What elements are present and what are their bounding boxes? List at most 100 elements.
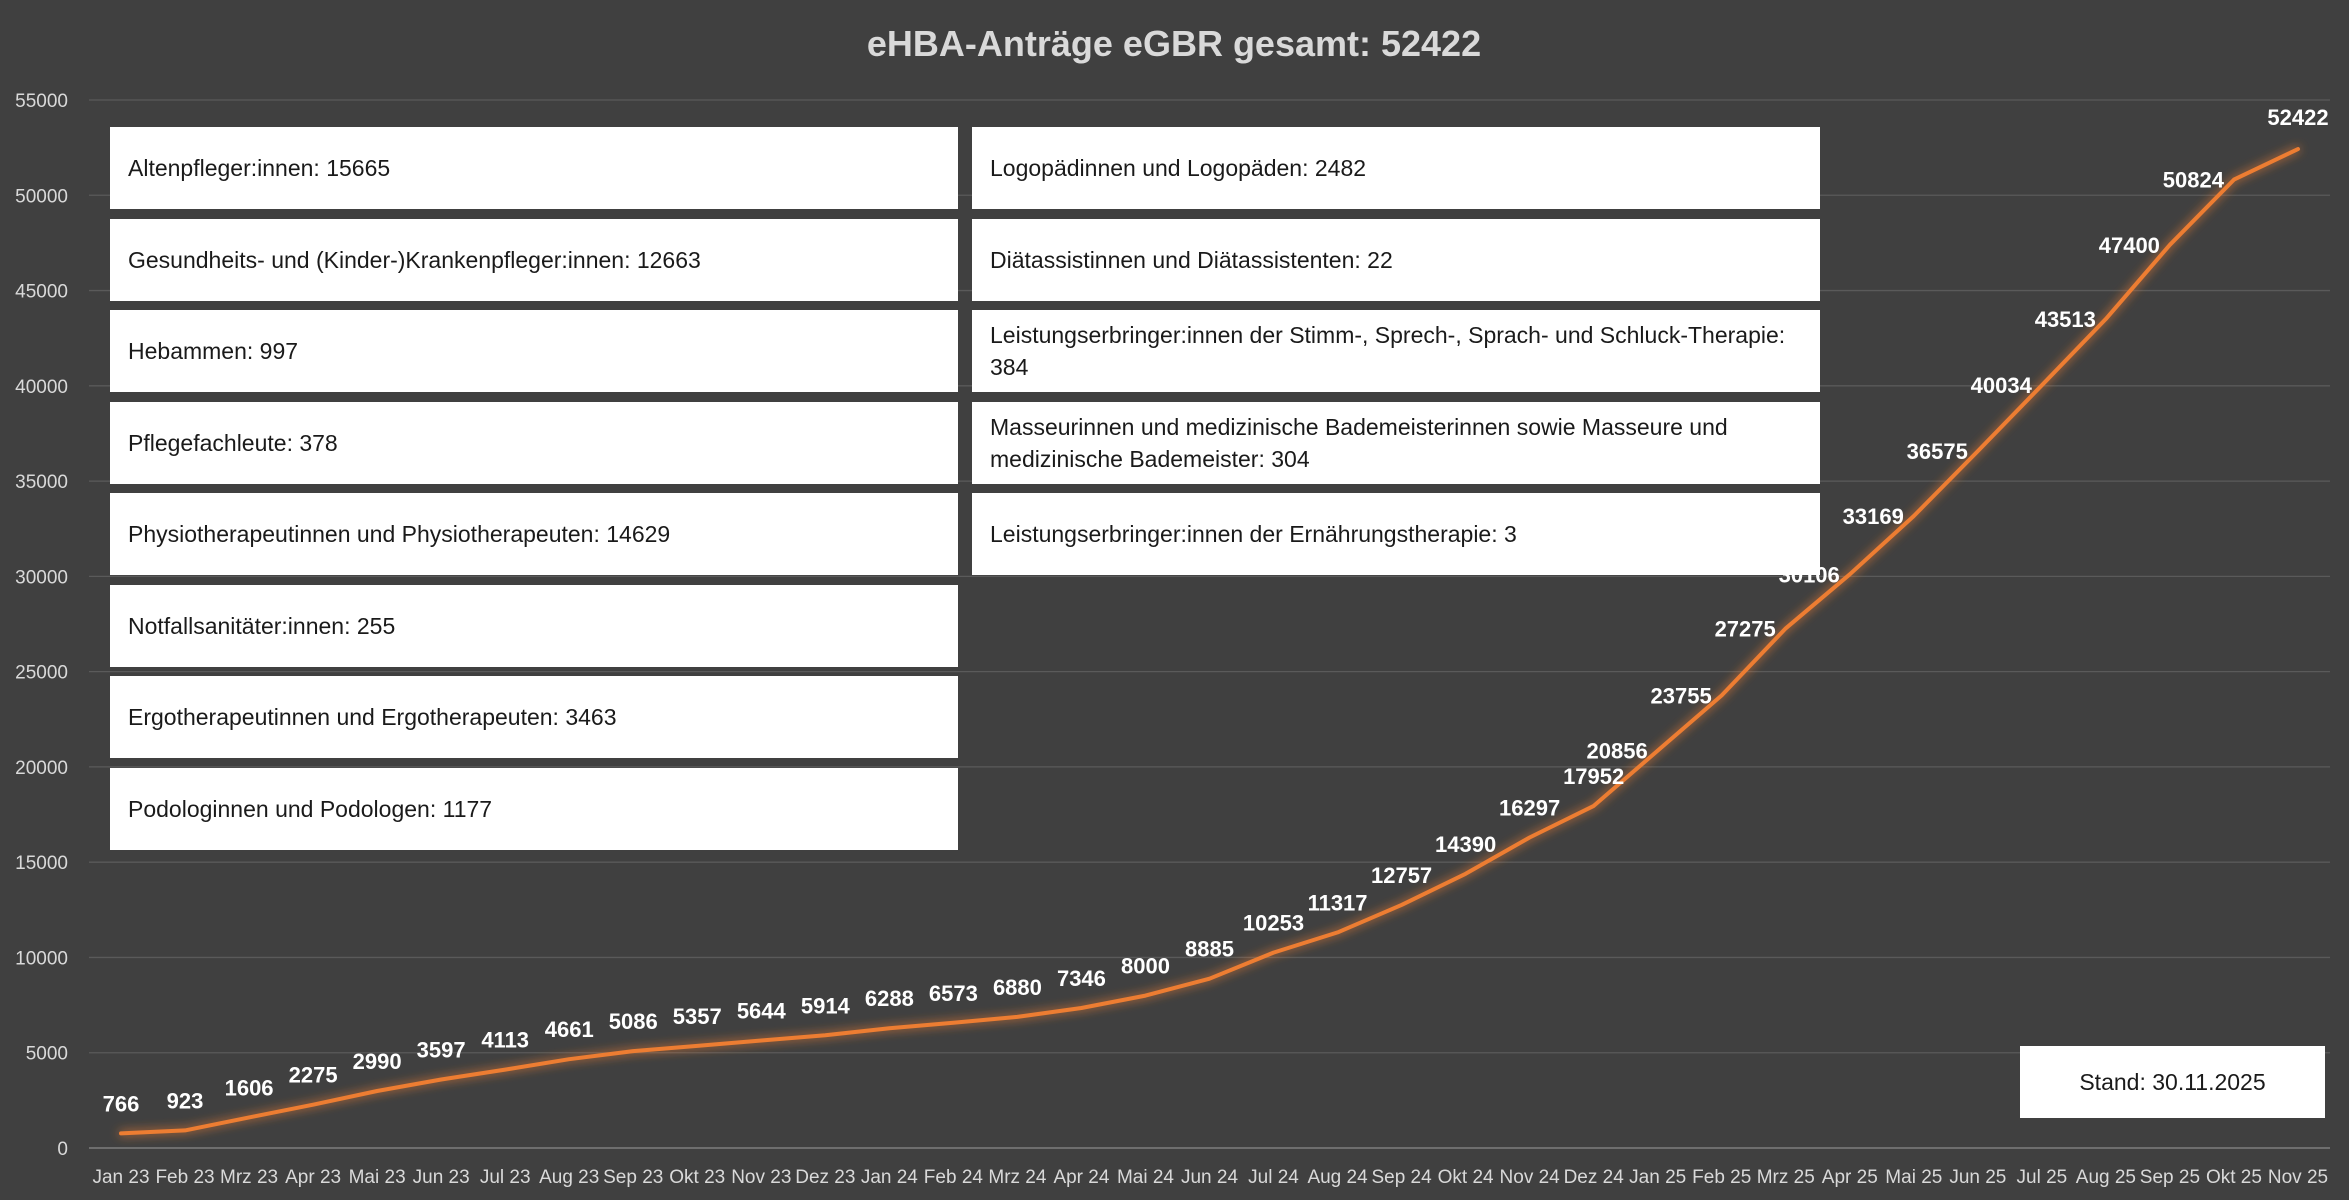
data-label: 5357 [673,1004,722,1029]
legend-box-left: Podologinnen und Podologen: 1177 [110,767,958,850]
legend-box-left: Ergotherapeutinnen und Ergotherapeuten: … [110,676,958,758]
data-label: 923 [167,1088,204,1113]
data-label: 20856 [1587,739,1648,764]
data-label: 2990 [353,1049,402,1074]
data-label: 36575 [1907,439,1968,464]
x-tick-label: Dez 23 [795,1167,855,1188]
y-tick-label: 20000 [15,758,68,779]
data-label: 33169 [1843,504,1904,529]
y-tick-label: 0 [57,1139,68,1160]
legend-box-right: Diätassistinnen und Diätassistenten: 22 [972,218,1820,301]
x-tick-label: Nov 23 [731,1167,791,1188]
data-label: 6880 [993,975,1042,1000]
data-label: 10253 [1243,911,1304,936]
x-tick-label: Jul 23 [480,1167,531,1188]
data-label: 52422 [2267,105,2328,130]
x-tick-label: Apr 25 [1822,1167,1878,1188]
data-label: 27275 [1715,616,1776,641]
x-tick-label: Nov 24 [1500,1167,1561,1188]
y-tick-label: 55000 [15,91,68,112]
data-label: 43513 [2035,307,2096,332]
x-tick-label: Jan 23 [92,1167,149,1188]
x-tick-label: Mrz 23 [220,1167,278,1188]
data-label: 5914 [801,993,851,1018]
x-tick-label: Aug 25 [2076,1167,2136,1188]
data-label: 7346 [1057,966,1106,991]
legend-box-right: Leistungserbringer:innen der Ernährungst… [972,493,1820,575]
x-tick-label: Feb 23 [155,1167,214,1188]
x-tick-label: Okt 25 [2206,1167,2262,1188]
x-tick-label: Apr 24 [1053,1167,1109,1188]
y-tick-label: 40000 [15,377,68,398]
legend-box-left: Physiotherapeutinnen und Physiotherapeut… [110,493,958,575]
data-label: 3597 [417,1037,466,1062]
data-label: 766 [103,1091,140,1116]
data-label: 47400 [2099,233,2160,258]
data-labels: 766 923 1606 2275 2990 3597 4113 4661 5086 5357 56… [103,105,2329,1116]
x-tick-label: Jun 24 [1181,1167,1238,1188]
data-label: 14390 [1435,832,1496,857]
x-axis: Jan 23 Feb 23 Mrz 23 Apr 23 Mai 23 Jun 23 Jul … [92,1167,2328,1188]
x-tick-label: Mrz 25 [1757,1167,1815,1188]
data-label: 16297 [1499,795,1560,820]
x-tick-label: Apr 23 [285,1167,341,1188]
series-line [119,147,2300,1136]
data-label: 8885 [1185,937,1234,962]
chart-title: eHBA-Anträge eGBR gesamt: 52422 [867,23,1481,64]
series-line-group [119,147,2300,1136]
x-tick-label: Aug 24 [1307,1167,1368,1188]
x-tick-label: Feb 25 [1692,1167,1751,1188]
x-tick-label: Okt 23 [669,1167,725,1188]
x-tick-label: Jan 24 [861,1167,918,1188]
data-label: 4661 [545,1017,594,1042]
data-label: 5086 [609,1009,658,1034]
data-label: 4113 [481,1028,529,1053]
legend-box-right: Logopädinnen und Logopäden: 2482 [972,127,1820,209]
x-tick-label: Jun 23 [413,1167,470,1188]
y-tick-label: 5000 [26,1044,68,1065]
x-tick-label: Feb 24 [924,1167,984,1188]
x-tick-label: Okt 24 [1438,1167,1494,1188]
data-label: 50824 [2163,168,2225,193]
data-label: 2275 [289,1063,338,1088]
legend-box-left: Gesundheits- und (Kinder-)Krankenpfleger… [110,218,958,301]
data-label: 11317 [1308,890,1368,915]
legend-box-left: Hebammen: 997 [110,310,958,392]
x-tick-label: Sep 24 [1371,1167,1432,1188]
y-tick-label: 30000 [15,567,68,588]
data-label: 40034 [1971,373,2033,398]
data-label: 17952 [1563,764,1624,789]
data-label: 8000 [1121,954,1170,979]
x-tick-label: Mai 23 [349,1167,406,1188]
x-tick-label: Jul 25 [2017,1167,2068,1188]
legend-box-left: Notfallsanitäter:innen: 255 [110,584,958,667]
x-tick-label: Sep 25 [2140,1167,2200,1188]
data-label: 23755 [1651,683,1712,708]
data-label: 1606 [225,1075,274,1100]
data-label: 6573 [929,981,978,1006]
legend-box-left: Pflegefachleute: 378 [110,401,958,484]
x-tick-label: Jul 24 [1248,1167,1299,1188]
x-tick-label: Mai 24 [1117,1167,1174,1188]
x-tick-label: Jan 25 [1629,1167,1686,1188]
x-tick-label: Nov 25 [2268,1167,2328,1188]
y-tick-label: 25000 [15,663,68,684]
x-tick-label: Mai 25 [1885,1167,1942,1188]
x-tick-label: Dez 24 [1564,1167,1625,1188]
data-label: 12757 [1371,863,1432,888]
x-tick-label: Aug 23 [539,1167,599,1188]
data-label: 5644 [737,998,787,1023]
x-tick-label: Mrz 24 [988,1167,1047,1188]
data-label: 6288 [865,986,914,1011]
y-tick-label: 15000 [15,853,68,874]
y-tick-label: 50000 [15,186,68,207]
y-axis: 0 5000 10000 15000 20000 25000 30000 35000 40000… [15,91,68,1160]
y-tick-label: 45000 [15,282,68,303]
legend-box-left: Altenpfleger:innen: 15665 [110,127,958,209]
y-tick-label: 35000 [15,472,68,493]
y-tick-label: 10000 [15,948,68,969]
legend-box-right: Leistungserbringer:innen der Stimm-, Spr… [972,310,1820,392]
x-tick-label: Jun 25 [1949,1167,2006,1188]
x-tick-label: Sep 23 [603,1167,663,1188]
legend-box-right: Masseurinnen und medizinische Bademeiste… [972,401,1820,484]
